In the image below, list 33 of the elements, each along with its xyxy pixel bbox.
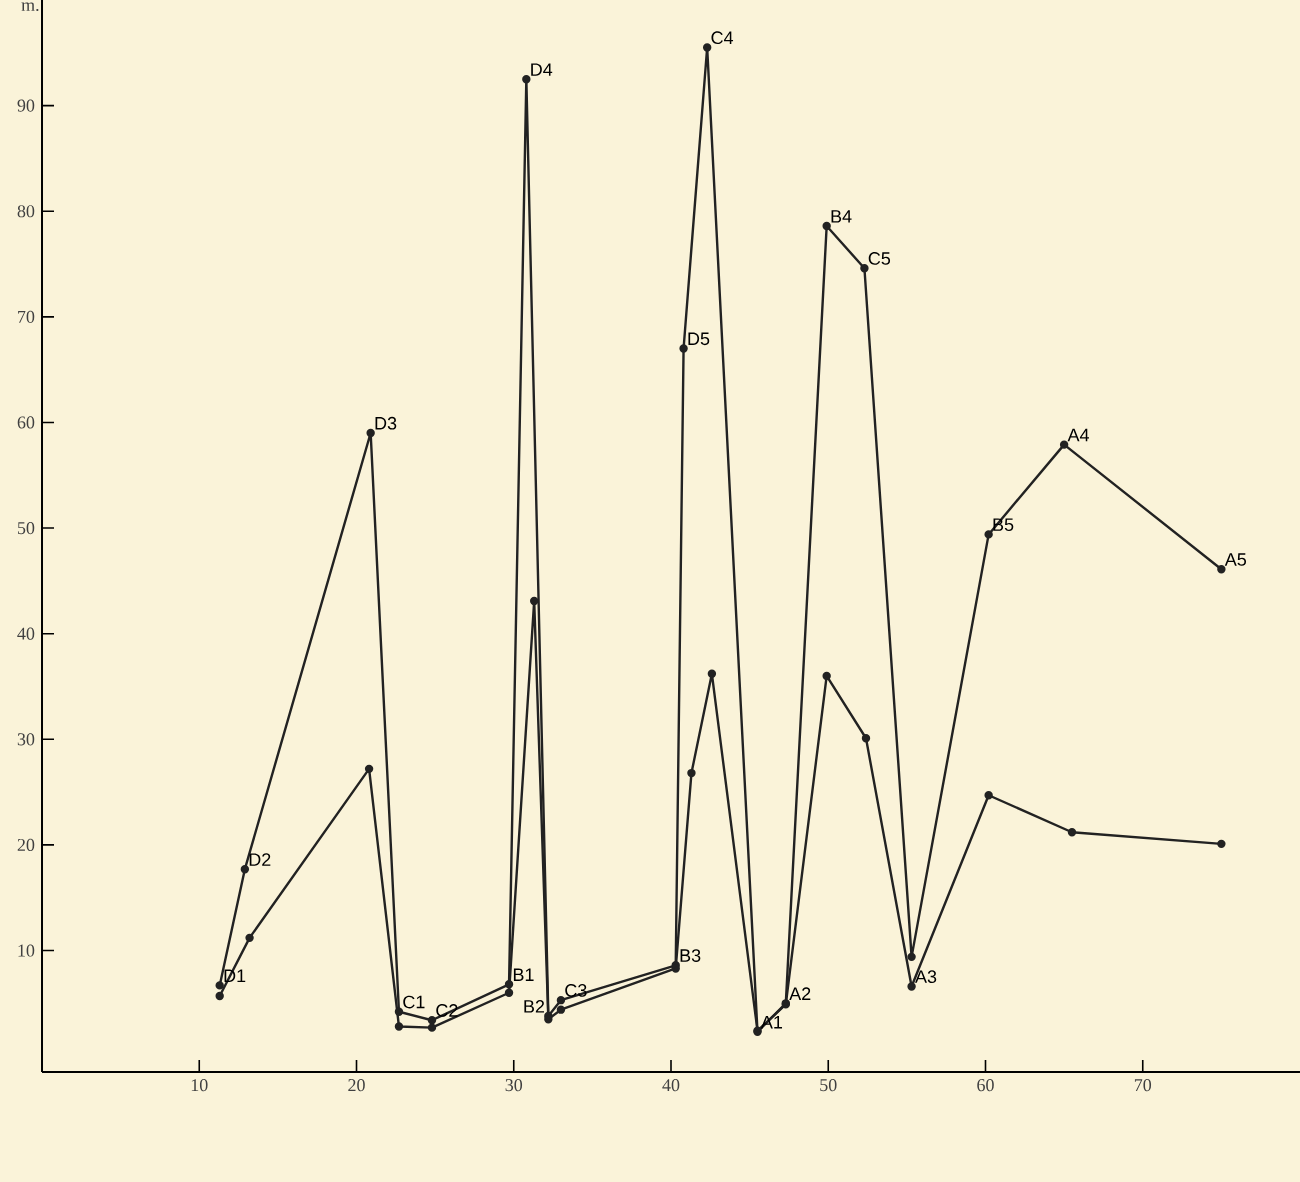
y-tick-label: 20 — [17, 838, 35, 851]
annotation: D2 — [249, 853, 271, 866]
y-tick-label: 90 — [17, 99, 35, 112]
y-tick-label: 40 — [17, 627, 35, 640]
y-tick-label: 30 — [17, 733, 35, 746]
x-tick-label: 10 — [191, 1079, 208, 1092]
x-tick-label: 50 — [820, 1079, 837, 1092]
x-tick-label: 70 — [1134, 1079, 1152, 1092]
annotation: A3 — [915, 970, 937, 984]
x-tick-label: 30 — [505, 1079, 523, 1092]
annotation: B4 — [831, 210, 852, 223]
y-axis-title: m. — [21, 2, 39, 12]
x-tick-label: 20 — [348, 1079, 365, 1092]
annotation: C1 — [403, 995, 425, 1009]
annotation: C5 — [868, 252, 891, 265]
annotation: A4 — [1067, 428, 1089, 442]
annotation: D5 — [688, 332, 710, 346]
annotation: C4 — [711, 31, 734, 45]
annotation: B3 — [680, 949, 701, 962]
x-tick-label: 40 — [662, 1079, 680, 1092]
y-tick-label: 80 — [17, 205, 35, 218]
annotation: D3 — [375, 416, 397, 430]
annotation: B1 — [513, 968, 534, 981]
annotation: A5 — [1224, 553, 1247, 566]
y-tick-label: 70 — [18, 310, 35, 323]
y-tick-label: 50 — [17, 521, 35, 535]
annotation: A2 — [789, 987, 811, 1000]
annotation: C3 — [565, 984, 587, 997]
y-tick-label: 10 — [18, 944, 35, 957]
annotation: B2 — [524, 1000, 545, 1013]
y-tick-label: 60 — [17, 416, 35, 429]
annotation: D4 — [531, 63, 553, 76]
x-tick-label: 60 — [977, 1079, 994, 1092]
